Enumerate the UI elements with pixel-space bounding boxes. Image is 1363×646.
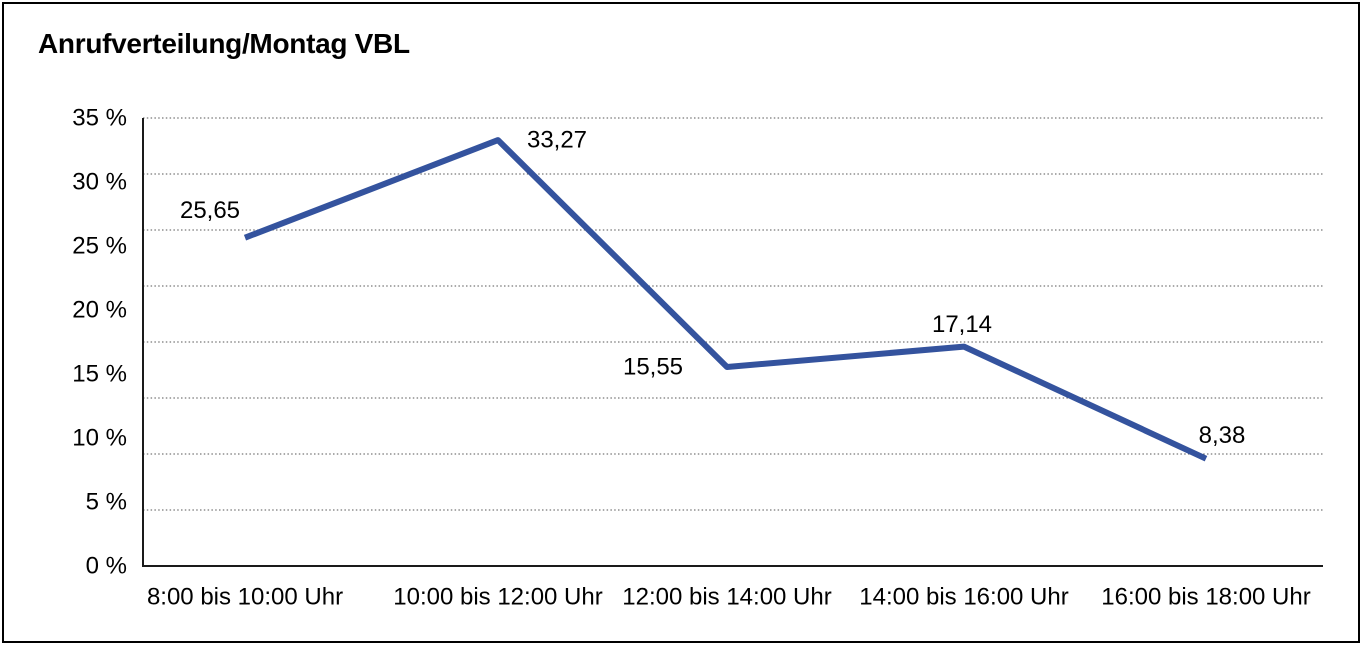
x-axis-category-label: 8:00 bis 10:00 Uhr	[147, 584, 343, 611]
value-label: 17,14	[932, 311, 992, 338]
value-label: 15,55	[623, 353, 683, 380]
x-axis-category-label: 16:00 bis 18:00 Uhr	[1101, 584, 1310, 611]
value-label: 33,27	[527, 127, 587, 154]
y-axis-tick-label: 5 %	[86, 489, 127, 516]
chart-title: Anrufverteilung/Montag VBL	[38, 28, 410, 59]
y-axis-tick-label: 25 %	[72, 233, 127, 260]
x-axis-category-label: 10:00 bis 12:00 Uhr	[393, 584, 602, 611]
value-label: 25,65	[180, 197, 240, 224]
y-axis-tick-label: 0 %	[86, 553, 127, 580]
y-axis-tick-label: 35 %	[72, 105, 127, 132]
y-axis-tick-label: 15 %	[72, 361, 127, 388]
y-axis-tick-label: 20 %	[72, 297, 127, 324]
x-axis-category-label: 12:00 bis 14:00 Uhr	[622, 584, 831, 611]
y-axis-tick-label: 30 %	[72, 169, 127, 196]
data-series-line	[243, 137, 1208, 462]
x-axis-category-label: 14:00 bis 16:00 Uhr	[859, 584, 1068, 611]
y-axis-tick-label: 10 %	[72, 425, 127, 452]
value-label: 8,38	[1199, 422, 1246, 449]
